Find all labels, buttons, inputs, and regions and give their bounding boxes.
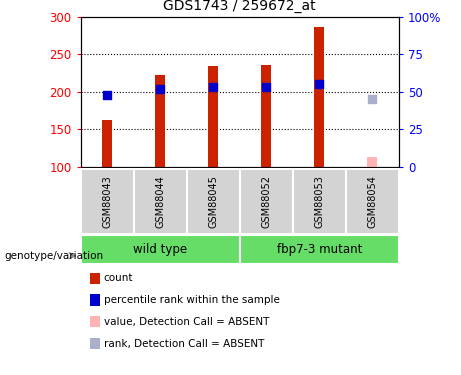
Text: GSM88054: GSM88054 — [367, 175, 377, 228]
Text: GSM88045: GSM88045 — [208, 175, 218, 228]
Bar — [134, 169, 187, 234]
Text: GSM88044: GSM88044 — [155, 175, 165, 228]
Text: genotype/variation: genotype/variation — [5, 251, 104, 261]
Text: rank, Detection Call = ABSENT: rank, Detection Call = ABSENT — [104, 339, 264, 348]
Bar — [155, 75, 165, 167]
Text: wild type: wild type — [133, 243, 187, 256]
Point — [315, 81, 323, 87]
Point — [209, 84, 217, 90]
Bar — [367, 157, 377, 167]
Point — [103, 92, 111, 98]
Point — [156, 86, 164, 92]
Text: GSM88052: GSM88052 — [261, 175, 271, 228]
Bar — [81, 235, 240, 264]
Bar — [102, 120, 112, 167]
Bar — [240, 169, 293, 234]
Bar — [208, 66, 218, 167]
Text: GSM88043: GSM88043 — [102, 175, 112, 228]
Bar — [240, 235, 399, 264]
Text: count: count — [104, 273, 133, 283]
Bar — [81, 169, 134, 234]
Bar — [293, 169, 346, 234]
Text: percentile rank within the sample: percentile rank within the sample — [104, 295, 280, 305]
Text: fbp7-3 mutant: fbp7-3 mutant — [277, 243, 362, 256]
Bar — [187, 169, 240, 234]
Bar — [261, 65, 271, 167]
Text: GSM88053: GSM88053 — [314, 175, 324, 228]
Point — [262, 84, 270, 90]
Bar — [346, 169, 399, 234]
Bar — [314, 27, 324, 167]
Text: value, Detection Call = ABSENT: value, Detection Call = ABSENT — [104, 317, 269, 327]
Point — [368, 96, 376, 102]
Title: GDS1743 / 259672_at: GDS1743 / 259672_at — [163, 0, 316, 13]
